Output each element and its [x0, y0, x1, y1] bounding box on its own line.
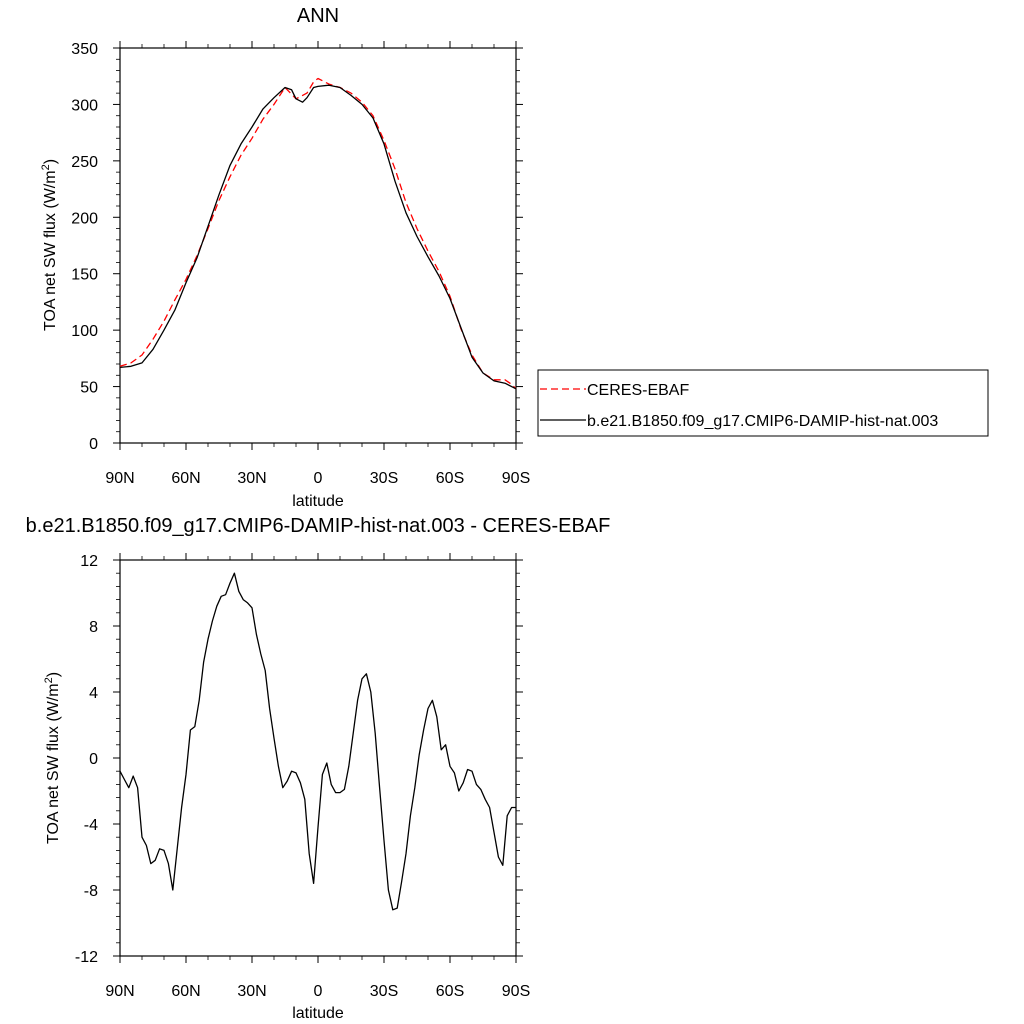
y-tick-label: 200: [71, 210, 98, 227]
y-tick-label: 12: [80, 553, 98, 570]
y-tick-label: 300: [71, 97, 98, 114]
y-tick-label: -4: [84, 817, 98, 834]
legend-label-model: b.e21.B1850.f09_g17.CMIP6-DAMIP-hist-nat…: [587, 413, 938, 430]
y-tick-label: -8: [84, 883, 98, 900]
x-tick-label: 90N: [105, 470, 134, 487]
x-tick-label: 90N: [105, 983, 134, 1000]
x-tick-label: 30N: [237, 983, 266, 1000]
legend-label-ceres: CERES-EBAF: [587, 382, 689, 399]
y-tick-label: 250: [71, 154, 98, 171]
climatology-panel: ANN 0 50 100 150 200 250 300 350 90N 60N 30N 0 30S 6…: [40, 5, 989, 510]
x-tick-label: 30N: [237, 470, 266, 487]
x-tick-label: 0: [314, 983, 323, 1000]
difference-panel: b.e21.B1850.f09_g17.CMIP6-DAMIP-hist-nat…: [26, 515, 611, 1022]
y-axis-label: TOA net SW flux (W/m2): [40, 159, 59, 331]
plot-area: -12 -8 -4 0 4 8 12 90N 60N 30N 0 30S 60S 90S: [75, 553, 530, 1000]
y-tick-label: 350: [71, 41, 98, 58]
x-tick-label: 90S: [502, 470, 530, 487]
series-line-1: [119, 84, 517, 390]
series-lines: [119, 77, 517, 390]
y-axis-ticks: 0 50 100 150 200 250 300 350: [71, 41, 523, 453]
y-tick-label: 8: [89, 619, 98, 636]
y-tick-label: 100: [71, 323, 98, 340]
x-tick-label: 0: [314, 470, 323, 487]
x-tick-label: 60S: [436, 983, 464, 1000]
y-tick-label: 0: [89, 751, 98, 768]
y-tick-label: -12: [75, 949, 98, 966]
x-tick-label: 90S: [502, 983, 530, 1000]
x-tick-label: 60N: [171, 470, 200, 487]
y-axis-ticks: -12 -8 -4 0 4 8 12: [75, 553, 523, 966]
y-tick-label: 150: [71, 267, 98, 284]
legend: CERES-EBAF b.e21.B1850.f09_g17.CMIP6-DAM…: [537, 369, 989, 437]
series-lines: [119, 572, 516, 911]
series-line-0: [119, 572, 516, 911]
x-tick-label: 30S: [370, 470, 398, 487]
y-tick-label: 4: [89, 685, 98, 702]
legend-box: [537, 369, 989, 437]
x-tick-label: 60S: [436, 470, 464, 487]
y-axis-label: TOA net SW flux (W/m2): [43, 672, 62, 844]
plot-frame: [119, 47, 517, 444]
panel-title: b.e21.B1850.f09_g17.CMIP6-DAMIP-hist-nat…: [26, 515, 611, 537]
y-tick-label: 50: [80, 380, 98, 397]
x-axis-ticks: 90N 60N 30N 0 30S 60S 90S: [105, 41, 530, 487]
x-axis-ticks: 90N 60N 30N 0 30S 60S 90S: [105, 553, 530, 1000]
series-line-0: [119, 77, 517, 390]
x-axis-label: latitude: [292, 1005, 344, 1022]
plot-frame: [119, 559, 517, 957]
panel-title: ANN: [297, 5, 339, 27]
x-axis-label: latitude: [292, 493, 344, 510]
x-tick-label: 30S: [370, 983, 398, 1000]
y-tick-label: 0: [89, 436, 98, 453]
x-tick-label: 60N: [171, 983, 200, 1000]
